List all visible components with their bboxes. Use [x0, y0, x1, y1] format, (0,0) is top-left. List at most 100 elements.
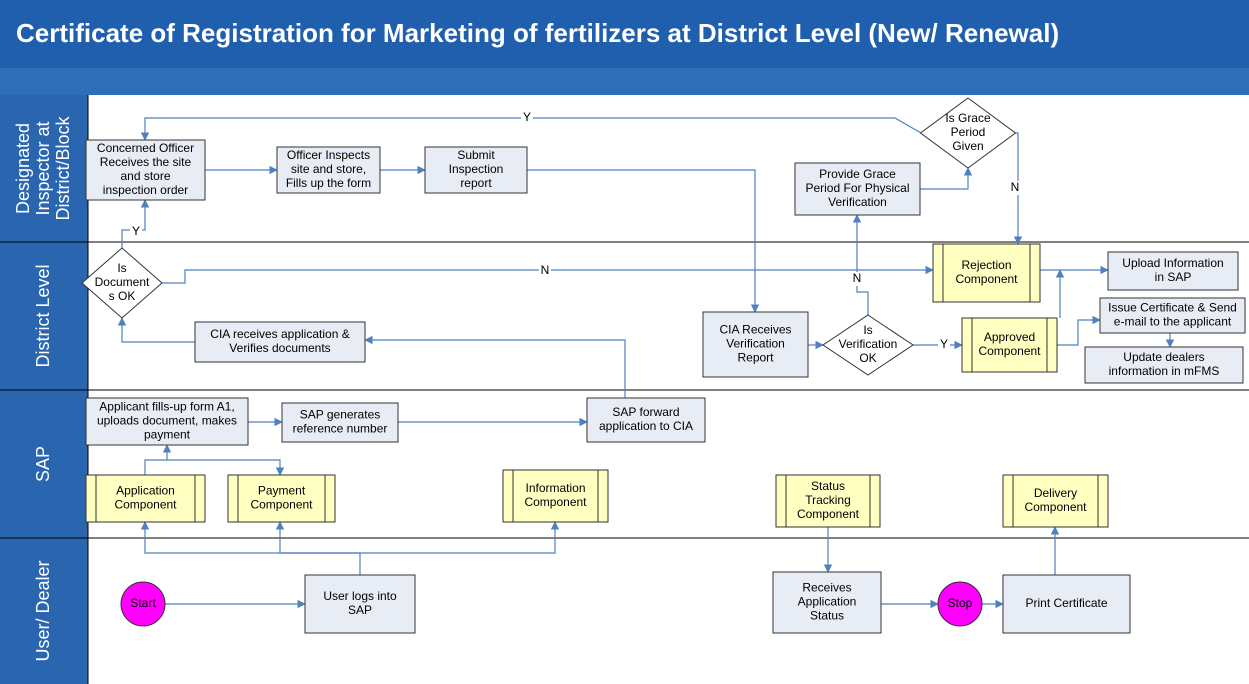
node-label: Rejection [961, 258, 1011, 272]
process [772, 571, 882, 634]
node-label: Receives [802, 581, 851, 595]
node-label: Submit [457, 148, 495, 162]
node-label: Update dealers [1123, 350, 1204, 364]
node-label: application to CIA [599, 419, 693, 433]
edge-label: N [1011, 180, 1020, 194]
node-label: Receives the site [100, 155, 192, 169]
node-label: Verification [828, 195, 887, 209]
process [281, 402, 399, 443]
node-label: Status [811, 479, 845, 493]
edges [117, 117, 1175, 609]
lane-label: SAP [33, 446, 53, 482]
node-label: Stop [948, 596, 973, 610]
node-label: SAP forward [612, 405, 679, 419]
node-label: Is Grace [945, 111, 991, 125]
node-label: Status [810, 609, 844, 623]
edge-label-bg [521, 111, 533, 125]
connector [275, 521, 360, 554]
node-label: Document [95, 275, 150, 289]
node-label: Print Certificate [1025, 596, 1107, 610]
connector [1057, 315, 1101, 346]
edge-label: Y [132, 224, 140, 238]
terminal [937, 581, 983, 627]
node-label: Applicant fills-up form A1, [99, 400, 234, 414]
node-label: SAP generates [300, 408, 381, 422]
node-label: Verification [726, 337, 785, 351]
component [775, 474, 881, 528]
edge-label: N [853, 271, 862, 285]
node-label: Information [525, 481, 585, 495]
process [1002, 574, 1131, 634]
node-label: OK [859, 351, 876, 365]
node-label: Officer Inspects [287, 148, 370, 162]
connector [117, 317, 195, 343]
node-label: uploads document, makes [97, 414, 237, 428]
connector [144, 459, 285, 476]
component [502, 469, 609, 523]
node-label: report [460, 176, 492, 190]
lane-label: User/ Dealer [33, 560, 53, 661]
edge-label-bg [1009, 181, 1021, 195]
component [1002, 474, 1109, 528]
connector [527, 169, 760, 313]
process [304, 574, 416, 634]
process [1084, 346, 1244, 384]
connector [360, 521, 560, 554]
connector [920, 167, 973, 190]
process [702, 311, 809, 378]
node-label: Component [797, 507, 860, 521]
node-label: Period For Physical [805, 181, 909, 195]
node-label: Is [117, 261, 126, 275]
edge-label: Y [940, 337, 948, 351]
node-label: CIA Receives [719, 323, 791, 337]
terminal [120, 581, 166, 627]
node-label: Component [1024, 500, 1087, 514]
edge-label: Y [523, 110, 531, 124]
node-label: Component [524, 495, 587, 509]
node-label: payment [144, 428, 191, 442]
node-label: site and store, [291, 162, 366, 176]
edge-label-bg [851, 272, 863, 286]
connector [852, 214, 869, 315]
process [85, 397, 249, 446]
node-label: reference number [293, 422, 388, 436]
node-label: Concerned Officer [97, 141, 194, 155]
node-label: information in mFMS [1109, 364, 1220, 378]
edge-label-bg [130, 225, 142, 239]
node-label: Period [951, 125, 986, 139]
edge-label-bg [539, 264, 551, 278]
component [961, 317, 1058, 373]
node-label: Issue Certificate & Send [1108, 301, 1237, 315]
header-band [0, 68, 1249, 95]
node-label: s OK [109, 289, 136, 303]
process [194, 321, 366, 363]
node-label: Verifies documents [229, 341, 330, 355]
process [424, 146, 528, 194]
node-label: Verification [839, 337, 898, 351]
node-label: Application [798, 595, 857, 609]
node-label: User logs into [323, 589, 397, 603]
node-label: Payment [258, 484, 306, 498]
connector [364, 335, 626, 398]
node-label: Component [978, 344, 1041, 358]
node-label: inspection order [103, 183, 188, 197]
process [586, 397, 706, 443]
node-label: CIA receives application & [210, 327, 349, 341]
edge-label: N [541, 263, 550, 277]
node-label: Application [116, 484, 175, 498]
lane-label: District/Block [53, 115, 73, 220]
connector [140, 521, 361, 575]
node-label: in SAP [1155, 270, 1192, 284]
node-label: SAP [348, 603, 372, 617]
node-label: Tracking [805, 493, 851, 507]
title-bar [0, 0, 1249, 68]
node-label: Component [114, 498, 177, 512]
connector [162, 265, 934, 284]
node-label: Component [955, 272, 1018, 286]
lane-label: Inspector at [33, 121, 53, 215]
node-label: Start [130, 596, 156, 610]
process [276, 146, 381, 194]
process [85, 139, 206, 201]
decision [822, 314, 914, 376]
node-label: and store [120, 169, 170, 183]
